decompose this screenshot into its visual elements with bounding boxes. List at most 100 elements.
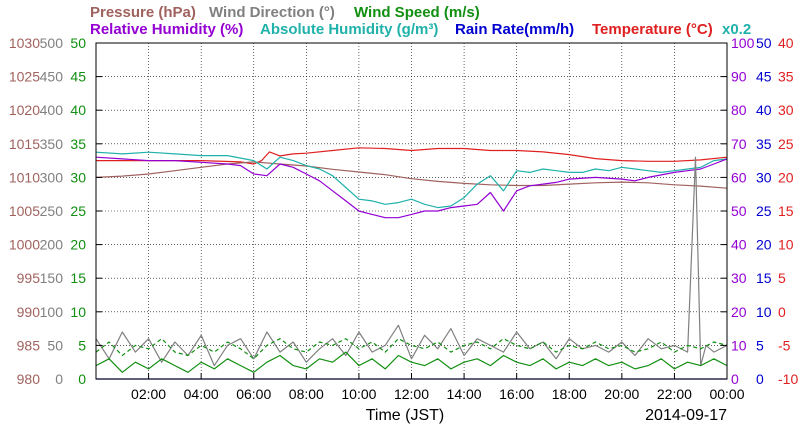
x-tick-label: 20:00 [604,386,639,402]
y-tick-label: 0 [756,371,764,387]
y-tick-label: 1030 [9,35,40,51]
x-tick-label: 12:00 [394,386,429,402]
y-tick-label: 50 [47,337,63,353]
y-tick-label: 40 [778,35,794,51]
y-tick-label: 20 [731,304,747,320]
y-tick-label: 30 [70,169,86,185]
y-tick-label: 350 [40,136,64,152]
y-tick-label: 450 [40,69,64,85]
series-line [95,338,728,360]
series-line [95,161,728,189]
x-axis-label: Time (JST) [366,407,445,424]
y-tick-label: 985 [17,337,41,353]
x-tick-label: 08:00 [289,386,324,402]
y-tick-label: 10 [731,337,747,353]
y-tick-label: 250 [40,203,64,219]
y-tick-label: 0 [731,371,739,387]
legend-entry: x0.2 [722,21,751,38]
legend-entry: Absolute Humidity (g/m³) [260,21,438,38]
y-tick-label: 45 [70,69,86,85]
y-tick-label: 10 [778,237,794,253]
x-tick-label: 02:00 [131,386,166,402]
y-tick-label: 0 [55,371,63,387]
y-tick-label: 500 [40,35,64,51]
legend-entry: Wind Speed (m/s) [354,4,480,21]
y-tick-label: 35 [778,69,794,85]
y-tick-label: 5 [78,337,86,353]
y-tick-label: 10 [756,304,772,320]
y-tick-label: 20 [70,237,86,253]
y-tick-label: 20 [756,237,772,253]
y-tick-label: 5 [756,337,764,353]
y-tick-label: 995 [17,270,41,286]
y-tick-label: 40 [756,102,772,118]
legend-entry: Temperature (°C) [592,21,713,38]
y-tick-label: 0 [778,304,786,320]
y-tick-label: 70 [731,136,747,152]
x-tick-label: 16:00 [499,386,534,402]
series-line [95,156,728,367]
legend-entry: Relative Humidity (%) [90,21,243,38]
y-tick-label: 40 [70,102,86,118]
y-tick-label: 25 [778,136,794,152]
y-tick-label: 90 [731,69,747,85]
y-tick-label: 30 [756,169,772,185]
y-tick-label: 1025 [9,69,40,85]
y-tick-label: 100 [731,35,755,51]
y-tick-label: 35 [756,136,772,152]
legend-entry: Rain Rate(mm/h) [455,21,574,38]
series-line [95,151,728,209]
y-tick-label: 50 [70,35,86,51]
y-tick-label: -5 [778,337,791,353]
y-tick-label: 300 [40,169,64,185]
y-tick-label: 25 [756,203,772,219]
y-tick-label: 400 [40,102,64,118]
legend-entry: Wind Direction (°) [209,4,335,21]
x-tick-label: 06:00 [236,386,271,402]
y-tick-label: 30 [731,270,747,286]
x-tick-label: 10:00 [341,386,376,402]
y-tick-label: 1015 [9,136,40,152]
y-tick-label: 40 [731,237,747,253]
y-tick-label: 15 [70,270,86,286]
series-line [95,156,728,219]
legend-entry: Pressure (hPa) [90,4,196,21]
y-tick-label: 200 [40,237,64,253]
y-tick-label: 20 [778,169,794,185]
y-tick-label: 150 [40,270,64,286]
y-tick-label: 15 [778,203,794,219]
chart-grid [96,43,727,379]
y-tick-label: 60 [731,169,747,185]
y-tick-label: 980 [17,371,41,387]
y-tick-label: 990 [17,304,41,320]
y-tick-label: 1020 [9,102,40,118]
chart-legend: Pressure (hPa) Wind Direction (°) Wind Spe… [90,4,751,38]
x-tick-label: 00:00 [709,386,744,402]
y-tick-label: 25 [70,203,86,219]
y-tick-label: 50 [731,203,747,219]
chart-series [95,147,728,380]
y-tick-label: -10 [778,371,798,387]
y-tick-label: 30 [778,102,794,118]
series-line [96,147,728,165]
y-tick-label: 80 [731,102,747,118]
x-tick-label: 04:00 [184,386,219,402]
y-tick-label: 50 [756,35,772,51]
y-tick-label: 10 [70,304,86,320]
x-tick-label: 18:00 [552,386,587,402]
y-tick-label: 1000 [9,237,40,253]
y-tick-label: 5 [778,270,786,286]
series-line [95,351,728,373]
x-axis: 02:00 04:00 06:00 08:00 10:00 12:00 14:00 16:00… [131,373,745,402]
y-tick-label: 1010 [9,169,40,185]
y-tick-label: 45 [756,69,772,85]
date-label: 2014-09-17 [645,407,727,424]
x-tick-label: 22:00 [657,386,692,402]
y-tick-label: 0 [78,371,86,387]
y-tick-label: 1005 [9,203,40,219]
y-tick-label: 35 [70,136,86,152]
y-tick-label: 15 [756,270,772,286]
y-axes: 1030102510201015101010051000995990985980… [9,35,799,387]
y-tick-label: 100 [40,304,64,320]
